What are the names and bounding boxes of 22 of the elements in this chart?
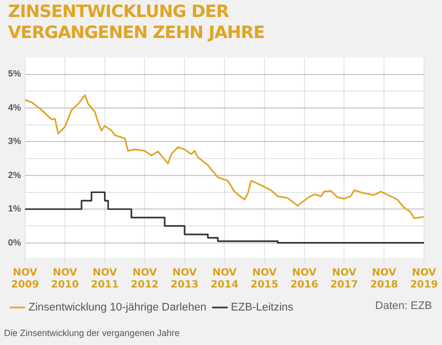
x-tick-label: NOV 2019 bbox=[410, 268, 438, 291]
x-tick-label: NOV 2015 bbox=[250, 268, 278, 291]
x-tick-label: NOV 2012 bbox=[130, 268, 159, 291]
y-tick-label: 3% bbox=[8, 136, 22, 146]
x-tick-label: NOV 2009 bbox=[11, 268, 39, 291]
y-tick-label: 2% bbox=[8, 170, 22, 180]
text: Die Zinsentwicklung der vergangenen Jahre bbox=[4, 328, 180, 338]
y-tick-label: 4% bbox=[8, 102, 22, 112]
y-tick-label: 0% bbox=[8, 237, 22, 248]
x-tick-label: NOV 2018 bbox=[370, 268, 398, 291]
x-tick-label: NOV 2017 bbox=[330, 268, 358, 291]
text: Daten: EZB bbox=[375, 300, 432, 312]
x-tick-label: NOV 2010 bbox=[50, 268, 79, 291]
x-tick-label: NOV 2014 bbox=[210, 268, 238, 291]
legend-label: EZB-Leitzins bbox=[230, 302, 294, 314]
chart-title: ZINSENTWICKLUNG DER VERGANGENEN ZEHN JAHRE bbox=[8, 2, 266, 44]
y-tick-label: 5% bbox=[8, 68, 22, 79]
legend-label: Zinsentwicklung 10-jährige Darlehen bbox=[28, 302, 206, 314]
x-tick-label: NOV 2016 bbox=[290, 268, 318, 291]
y-tick-label: 1% bbox=[8, 204, 22, 214]
x-tick-label: NOV 2011 bbox=[90, 268, 119, 291]
x-tick-label: NOV 2013 bbox=[170, 268, 199, 291]
